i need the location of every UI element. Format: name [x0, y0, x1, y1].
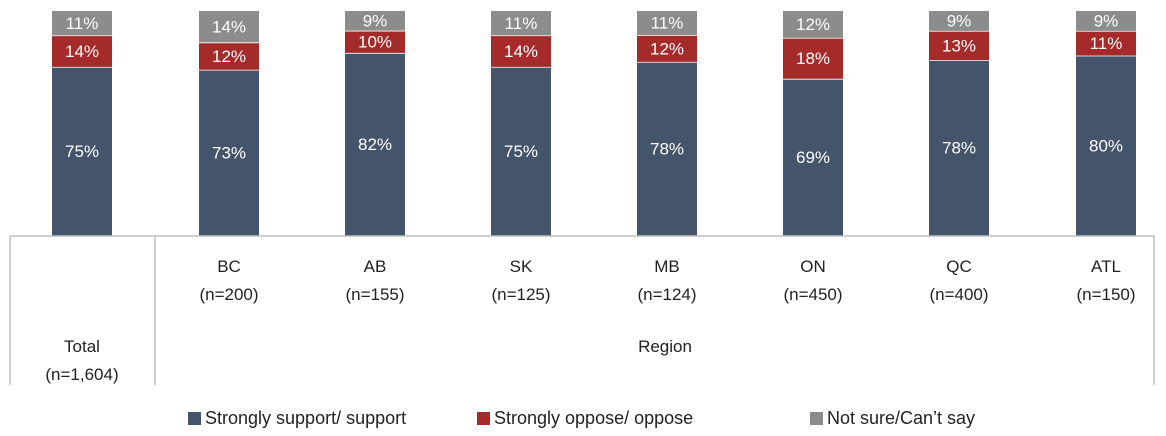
tick-sublabel-qc: (n=400) — [929, 285, 988, 304]
bar-segment-atl-s0 — [1076, 56, 1136, 236]
tick-sublabel-sk: (n=125) — [491, 285, 550, 304]
data-label-atl-s2: 9% — [1094, 12, 1119, 31]
bar-segment-bc-s1 — [199, 42, 259, 71]
data-label-on-s2: 12% — [796, 15, 830, 34]
tick-sublabel-total: (n=1,604) — [45, 365, 118, 384]
tick-sublabel-on: (n=450) — [783, 285, 842, 304]
legend-swatch-1 — [477, 412, 490, 425]
tick-sublabel-bc: (n=200) — [199, 285, 258, 304]
bar-segment-mb-s2 — [637, 11, 697, 36]
data-label-qc-s2: 9% — [947, 12, 972, 31]
tick-label-ab: AB — [364, 257, 387, 276]
tick-label-on: ON — [800, 257, 826, 276]
tick-labels: Total (n=1,604) BC (n=200) AB (n=155) SK (n=125… — [45, 257, 1135, 384]
bar-segment-on-s0 — [783, 79, 843, 236]
tick-label-total: Total — [64, 337, 100, 356]
legend-swatch-2 — [810, 412, 823, 425]
data-label-atl-s1: 11% — [1090, 34, 1123, 53]
tick-label-qc: QC — [946, 257, 972, 276]
bar-segment-on-s2 — [783, 11, 843, 39]
data-label-total-s0: 75% — [65, 142, 99, 161]
bar-segment-total-s1 — [52, 35, 112, 68]
bar-segment-qc-s0 — [929, 60, 989, 236]
tick-label-mb: MB — [654, 257, 680, 276]
legend-label-1: Strongly oppose/ oppose — [494, 408, 693, 428]
data-label-sk-s1: 14% — [504, 42, 538, 61]
bar-segment-ab-s1 — [345, 31, 405, 54]
bar-segment-total-s2 — [52, 11, 112, 36]
data-label-total-s1: 14% — [65, 42, 99, 61]
data-label-ab-s0: 82% — [358, 135, 392, 154]
tick-label-atl: ATL — [1091, 257, 1121, 276]
bar-segment-sk-s0 — [491, 67, 551, 236]
bar-segment-on-s1 — [783, 38, 843, 80]
bar-segment-atl-s2 — [1076, 11, 1136, 32]
bar-segment-ab-s0 — [345, 53, 405, 236]
data-label-total-s2: 11% — [66, 14, 99, 33]
data-label-bc-s0: 73% — [212, 144, 246, 163]
category-axis: Total (n=1,604) BC (n=200) AB (n=155) SK (n=125… — [9, 235, 1155, 385]
tick-sublabel-ab: (n=155) — [345, 285, 404, 304]
data-label-sk-s0: 75% — [504, 142, 538, 161]
data-label-mb-s1: 12% — [650, 39, 684, 58]
bar-segment-qc-s2 — [929, 11, 989, 32]
legend-label-2: Not sure/Can’t say — [827, 408, 975, 428]
legend: Strongly support/ support Strongly oppose… — [188, 408, 975, 428]
bar-segment-sk-s2 — [491, 11, 551, 36]
legend-swatch-0 — [188, 412, 201, 425]
data-label-mb-s0: 78% — [650, 140, 684, 159]
tick-label-bc: BC — [217, 257, 241, 276]
bar-segment-bc-s0 — [199, 70, 259, 236]
bar-segment-mb-s0 — [637, 62, 697, 236]
tick-sublabel-mb: (n=124) — [637, 285, 696, 304]
bar-segment-total-s0 — [52, 67, 112, 236]
data-label-qc-s0: 78% — [942, 139, 976, 158]
bar-segment-bc-s2 — [199, 11, 259, 43]
data-label-on-s0: 69% — [796, 148, 830, 167]
bar-segment-ab-s2 — [345, 11, 405, 32]
data-label-on-s1: 18% — [796, 49, 830, 68]
bar-segment-sk-s1 — [491, 35, 551, 68]
data-label-sk-s2: 11% — [505, 14, 538, 33]
tick-label-sk: SK — [510, 257, 533, 276]
bar-segment-atl-s1 — [1076, 31, 1136, 56]
bar-segment-mb-s1 — [637, 35, 697, 63]
region-group-label: Region — [638, 337, 692, 356]
data-label-bc-s1: 12% — [212, 47, 246, 66]
bars-layer: 75% 14% 11% 73% 12% 14% 82% 10% 9% 75% 14% 11% 78% 12… — [52, 11, 1136, 236]
data-label-mb-s2: 11% — [651, 14, 684, 33]
data-label-bc-s2: 14% — [212, 17, 246, 36]
bar-segment-qc-s1 — [929, 31, 989, 61]
data-label-qc-s1: 13% — [942, 36, 976, 55]
data-label-ab-s2: 9% — [363, 12, 388, 31]
data-label-atl-s0: 80% — [1089, 136, 1123, 155]
legend-label-0: Strongly support/ support — [205, 408, 406, 428]
tick-sublabel-atl: (n=150) — [1076, 285, 1135, 304]
data-label-ab-s1: 10% — [358, 33, 392, 52]
